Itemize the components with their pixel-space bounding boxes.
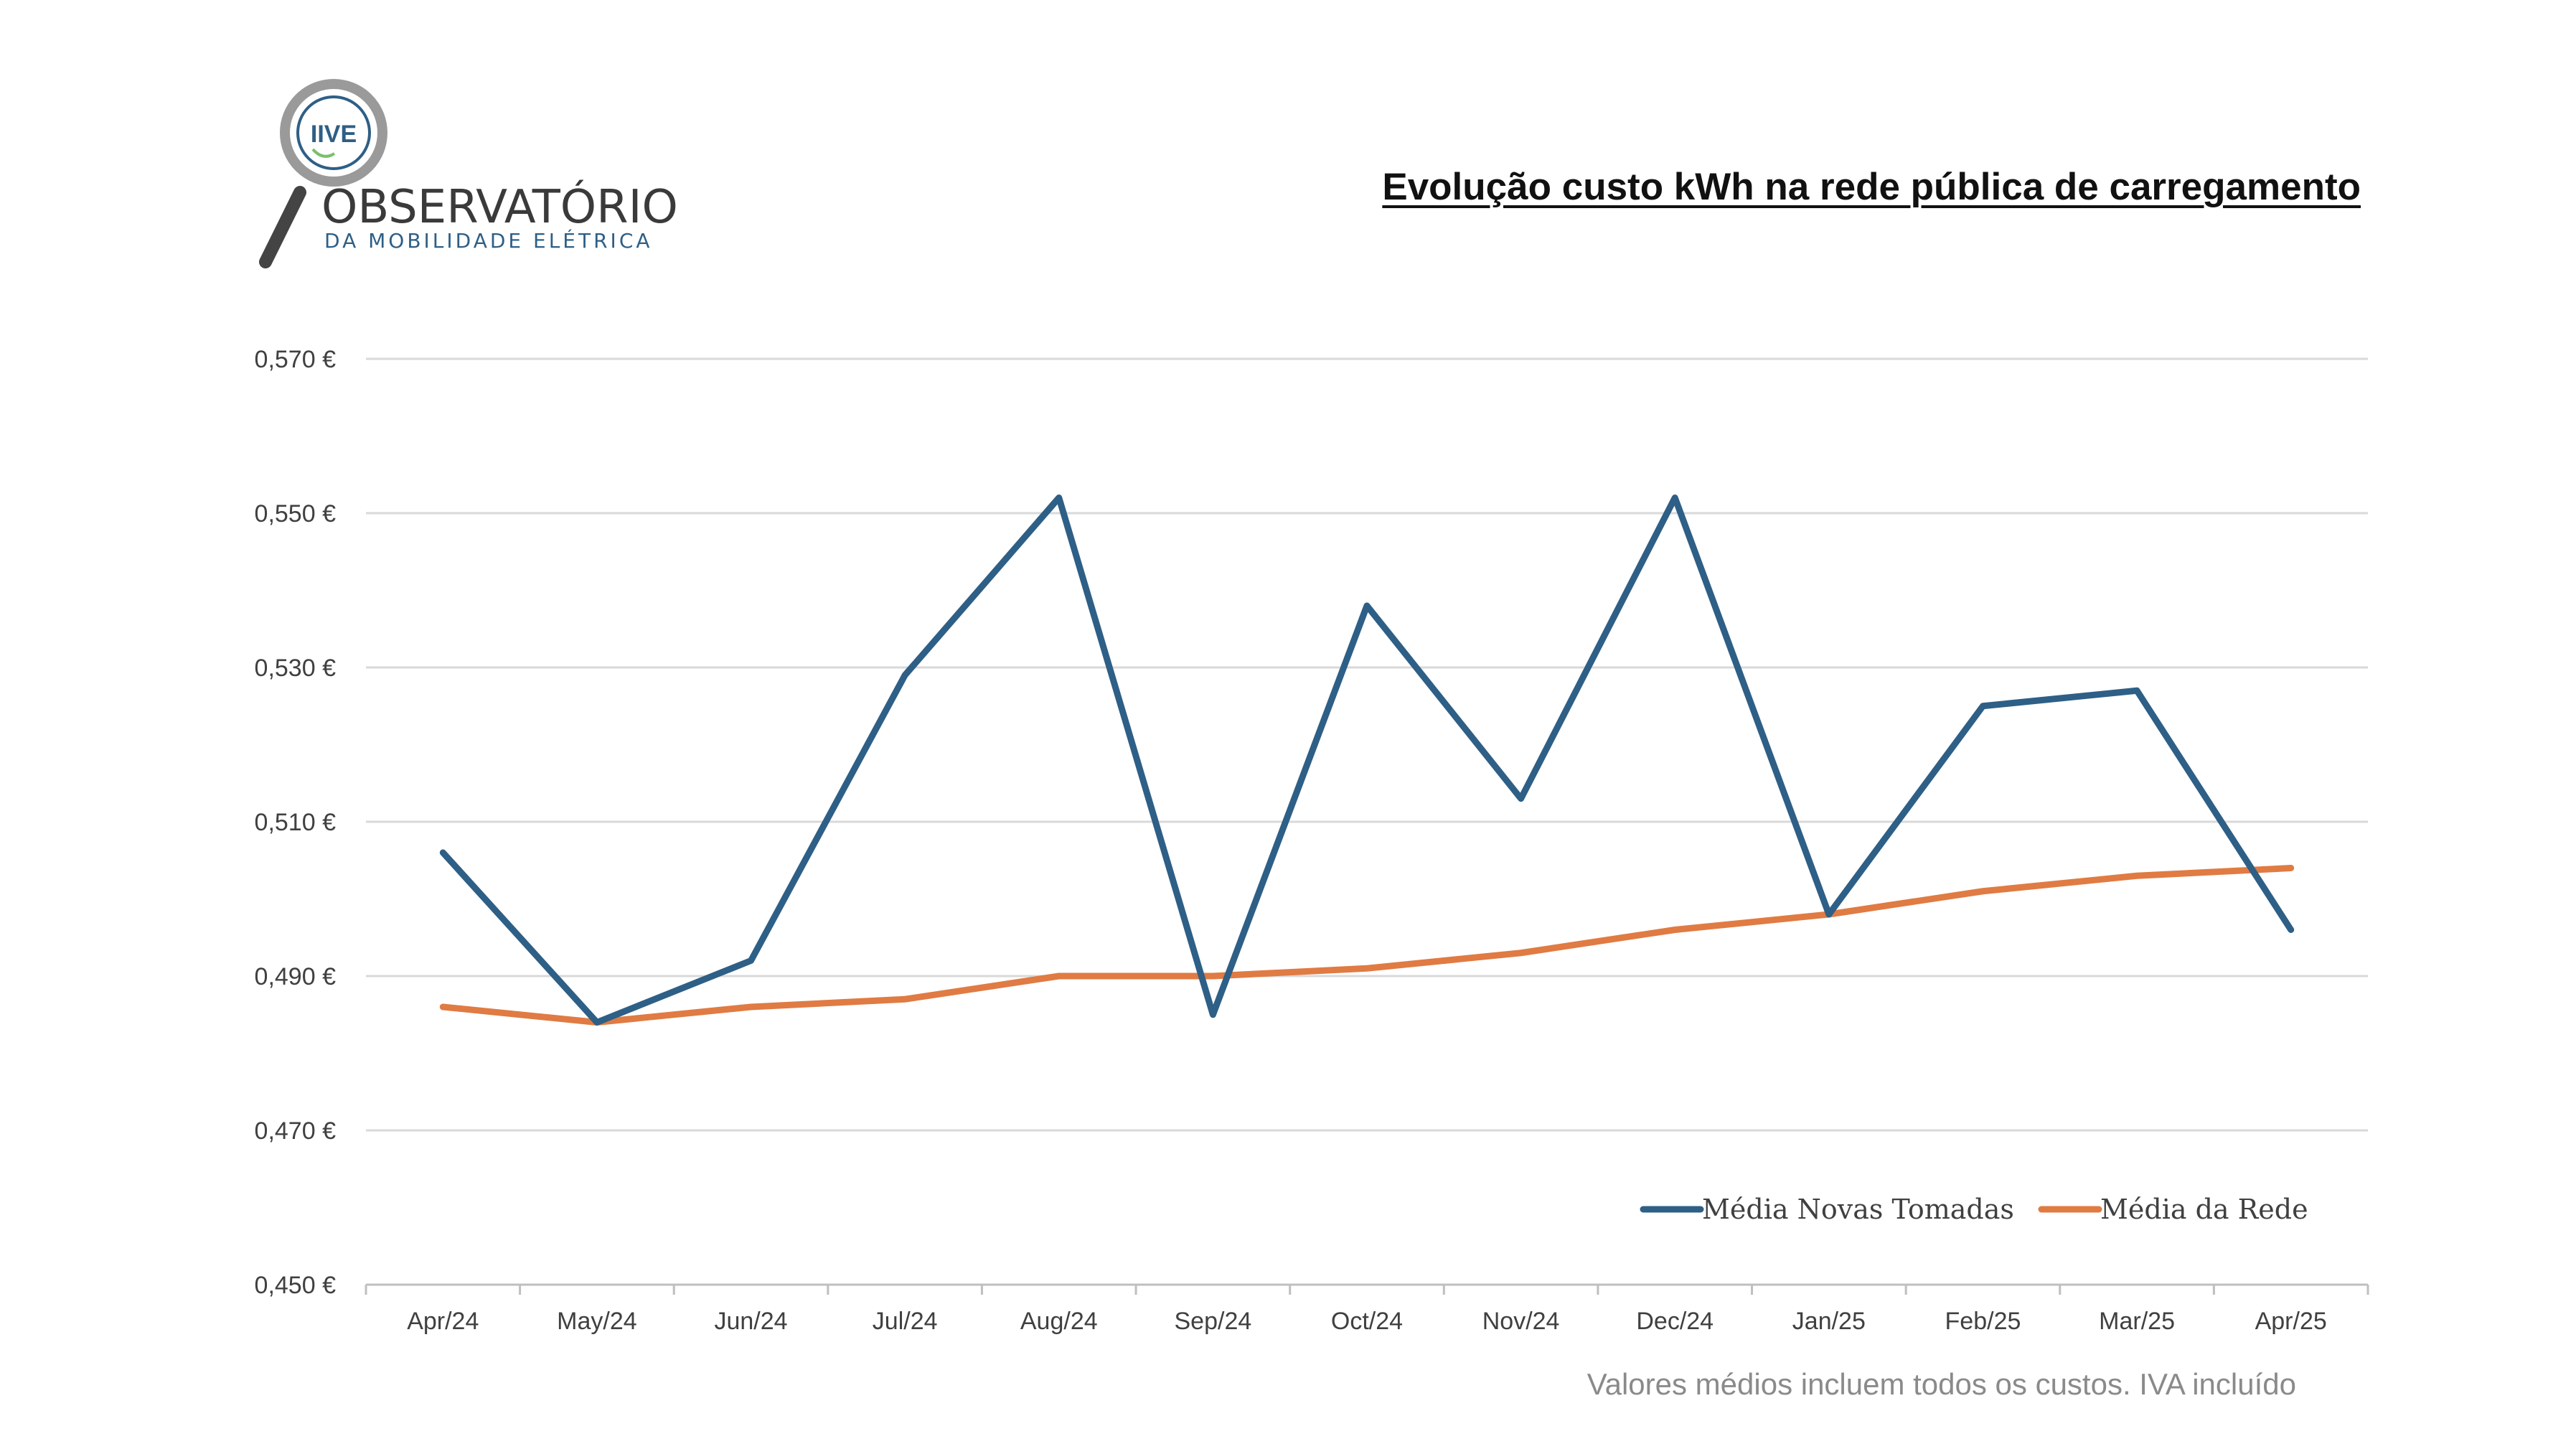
x-tick-label: Sep/24 xyxy=(1175,1308,1252,1335)
y-tick-label: 0,530 € xyxy=(255,655,337,682)
footnote: Valores médios incluem todos os custos. … xyxy=(1587,1367,2296,1401)
logo: IIVE OBSERVATÓRIO DA MOBILIDADE ELÉTRICA xyxy=(244,72,689,280)
x-tick-label: Dec/24 xyxy=(1636,1308,1714,1335)
y-tick-label: 0,510 € xyxy=(255,809,337,836)
series-lines xyxy=(439,494,2295,1026)
y-tick-label: 0,550 € xyxy=(255,500,337,528)
magnifier-logo-icon: IIVE OBSERVATÓRIO DA MOBILIDADE ELÉTRICA xyxy=(259,79,678,268)
legend-label: Média Novas Tomadas xyxy=(1702,1194,2014,1225)
series-line xyxy=(439,865,2295,1026)
logo-name: OBSERVATÓRIO xyxy=(321,179,678,234)
y-tick-label: 0,470 € xyxy=(255,1117,337,1145)
logo-tagline: DA MOBILIDADE ELÉTRICA xyxy=(324,228,653,253)
y-tick-label: 0,490 € xyxy=(255,963,337,990)
x-tick-label: Mar/25 xyxy=(2099,1308,2175,1335)
legend: Média Novas Tomadas Média da Rede xyxy=(1640,1194,2308,1225)
x-tick-label: Oct/24 xyxy=(1331,1308,1403,1335)
x-axis-ticks: Apr/24 May/24 Jun/24 Jul/24 Aug/24 Sep/24 Oct/… xyxy=(365,1285,2369,1335)
y-tick-label: 0,570 € xyxy=(255,346,337,373)
series-line xyxy=(439,494,2295,1026)
x-tick-label: Apr/24 xyxy=(407,1308,479,1335)
x-tick-label: Feb/25 xyxy=(1945,1308,2021,1335)
y-tick-label: 0,450 € xyxy=(255,1272,337,1299)
x-tick-label: Jan/25 xyxy=(1792,1308,1866,1335)
y-axis-ticks: 0,450 € 0,470 € 0,490 € 0,510 € 0,530 € 0,550… xyxy=(255,346,337,1299)
x-tick-label: Apr/25 xyxy=(2255,1308,2327,1335)
logo-badge-text: IIVE xyxy=(311,121,357,148)
x-tick-label: Nov/24 xyxy=(1482,1308,1560,1335)
x-tick-label: Jun/24 xyxy=(714,1308,787,1335)
x-tick-label: May/24 xyxy=(557,1308,637,1335)
grid-lines xyxy=(366,357,2368,1286)
chart-title: Evolução custo kWh na rede pública de ca… xyxy=(1382,166,2361,208)
x-tick-label: Aug/24 xyxy=(1020,1308,1098,1335)
x-tick-label: Jul/24 xyxy=(873,1308,938,1335)
legend-label: Média da Rede xyxy=(2100,1194,2308,1225)
